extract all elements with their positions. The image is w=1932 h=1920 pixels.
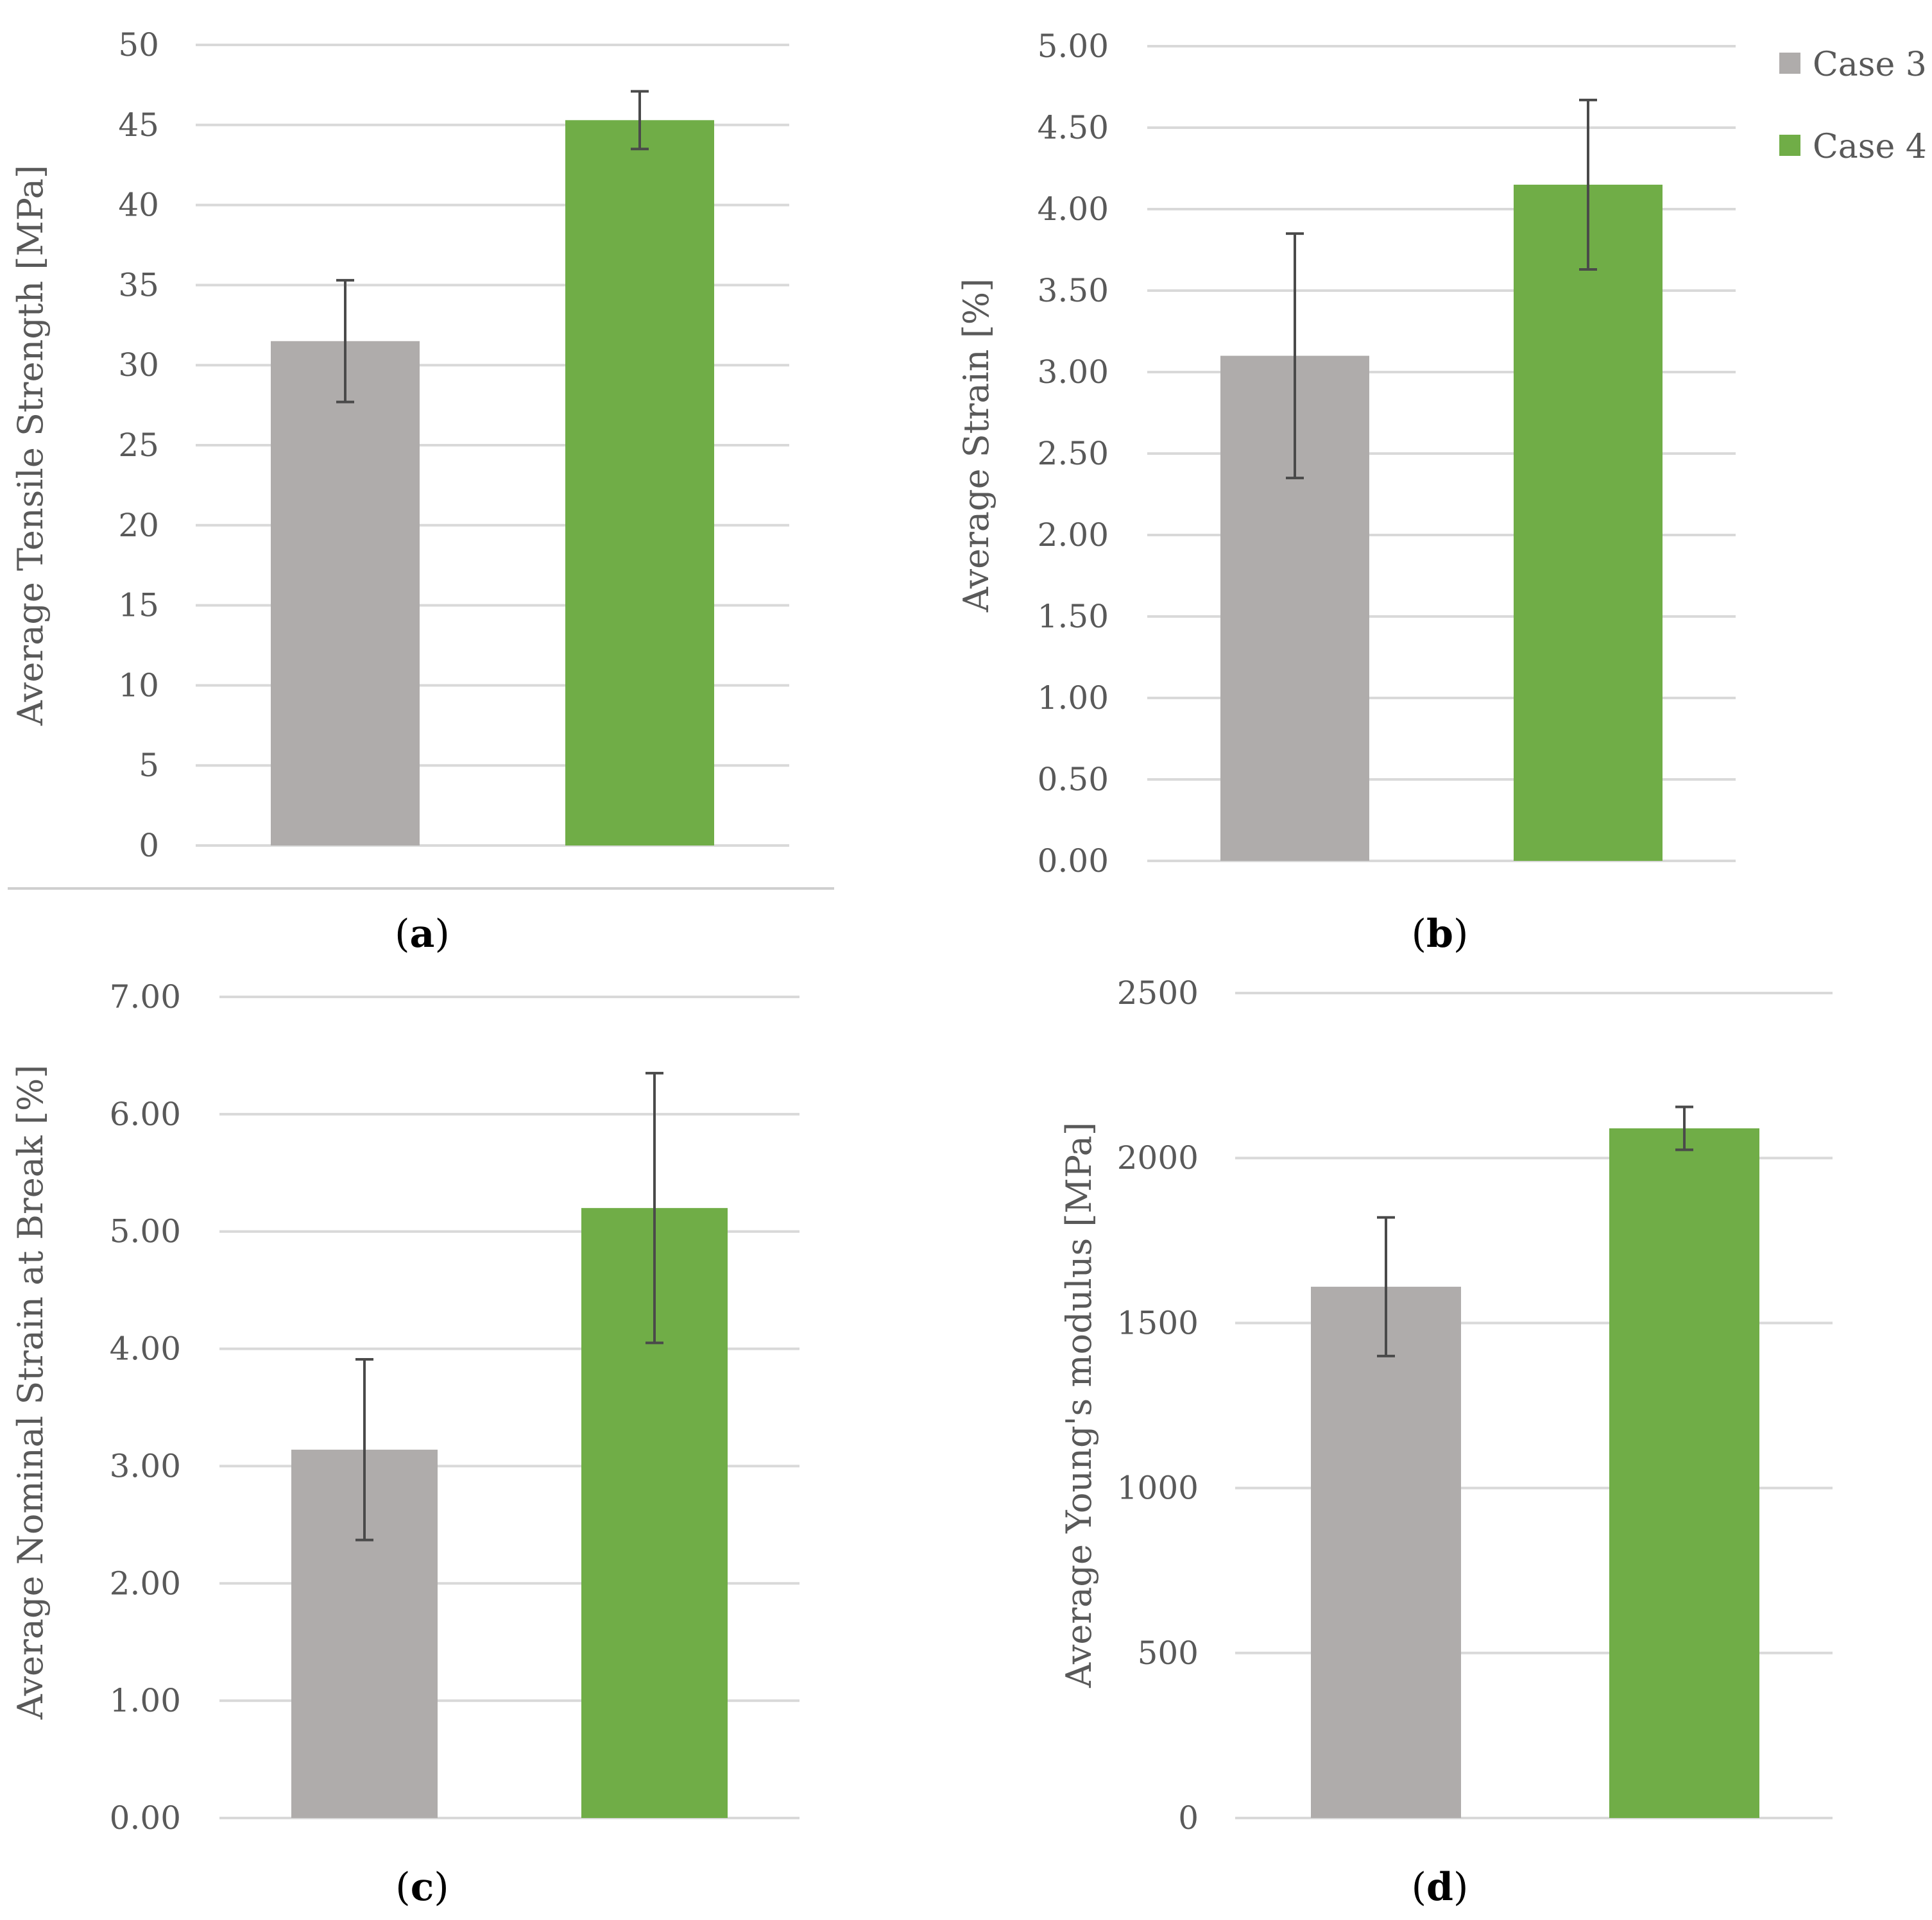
y-tick-label-b: 0.50 <box>1038 761 1109 798</box>
panel-c: 0.00 1.00 2.00 3.00 4.00 5.00 6.00 7.00 Average… <box>10 978 799 1910</box>
y-tick-label-b: 2.50 <box>1038 435 1109 472</box>
error-bar-case-4-d <box>1675 1105 1693 1151</box>
y-tick-label-c: 6.00 <box>110 1096 181 1133</box>
panel-label-a: (a) <box>395 912 450 956</box>
y-axis-label-c: Average Nominal Strain at Break [%] <box>10 1065 51 1720</box>
panel-b: 0.00 0.50 1.00 1.50 2.00 2.50 3.00 3.50 4.00 4.50… <box>956 28 1736 956</box>
panel-label-b: (b) <box>1412 912 1469 956</box>
y-tick-label-d: 1500 <box>1117 1304 1199 1341</box>
y-tick-label-b: 5.00 <box>1038 28 1109 65</box>
error-bar-case-3-a <box>336 278 354 404</box>
y-tick-label-c: 7.00 <box>110 978 181 1015</box>
error-bar-case-3-c <box>355 1358 373 1542</box>
legend-label-case-4: Case 4 <box>1813 128 1927 166</box>
y-tick-label-a: 35 <box>118 266 159 303</box>
y-tick-label-d: 2000 <box>1117 1139 1199 1177</box>
y-tick-label-b: 2.00 <box>1038 516 1109 554</box>
y-tick-label-c: 0.00 <box>110 1799 181 1837</box>
y-tick-label-b: 1.00 <box>1038 679 1109 717</box>
y-tick-label-b: 1.50 <box>1038 598 1109 635</box>
legend-swatch-case-4 <box>1779 135 1800 156</box>
legend: Case 3 Case 4 <box>1779 46 1927 166</box>
y-tick-label-d: 2500 <box>1117 974 1199 1012</box>
y-tick-label-c: 1.00 <box>110 1682 181 1719</box>
y-tick-label-b: 4.00 <box>1038 191 1109 228</box>
y-tick-label-c: 2.00 <box>110 1565 181 1602</box>
y-tick-label-d: 500 <box>1138 1635 1199 1672</box>
y-tick-label-a: 50 <box>118 26 159 64</box>
y-tick-label-d: 0 <box>1178 1799 1199 1837</box>
legend-label-case-3: Case 3 <box>1813 46 1927 84</box>
panel-label-d: (d) <box>1412 1865 1469 1910</box>
y-tick-label-b: 4.50 <box>1038 109 1109 146</box>
panel-a: 0 5 10 15 20 25 30 35 40 45 50 Average Tensile Str… <box>10 26 789 956</box>
bar-case-3-a <box>271 341 420 845</box>
y-tick-label-a: 0 <box>139 827 159 864</box>
y-tick-label-b: 3.50 <box>1038 272 1109 309</box>
y-tick-label-c: 3.00 <box>110 1447 181 1484</box>
y-tick-label-c: 5.00 <box>110 1213 181 1250</box>
y-tick-label-d: 1000 <box>1117 1470 1199 1507</box>
y-tick-label-a: 25 <box>118 427 159 464</box>
y-tick-label-c: 4.00 <box>110 1330 181 1368</box>
y-tick-label-b: 3.00 <box>1038 353 1109 391</box>
error-bar-case-4-a <box>631 90 649 151</box>
y-axis-label-b: Average Strain [%] <box>956 278 996 613</box>
y-tick-label-a: 40 <box>118 187 159 224</box>
y-axis-label-a: Average Tensile Strength [MPa] <box>10 165 51 726</box>
bar-case-4-d <box>1609 1128 1759 1818</box>
y-axis-label-d: Average Young's modulus [MPa] <box>1059 1122 1099 1688</box>
legend-swatch-case-3 <box>1779 53 1800 74</box>
y-tick-label-a: 15 <box>118 587 159 624</box>
bar-case-3-d <box>1311 1286 1461 1818</box>
y-tick-label-a: 30 <box>118 346 159 384</box>
y-tick-label-a: 10 <box>118 667 159 704</box>
error-bar-case-3-b <box>1286 232 1304 480</box>
error-bar-case-3-d <box>1377 1216 1395 1357</box>
bar-case-4-b <box>1514 184 1663 861</box>
y-tick-label-a: 20 <box>118 507 159 544</box>
panel-d: 0 500 1000 1500 2000 2500 Average Young's mod… <box>1059 974 1833 1910</box>
y-tick-label-a: 45 <box>118 106 159 144</box>
bar-case-4-a <box>565 120 714 845</box>
error-bar-case-4-b <box>1579 98 1597 271</box>
y-tick-label-a: 5 <box>139 747 159 784</box>
error-bar-case-4-c <box>645 1071 663 1345</box>
panel-label-c: (c) <box>395 1865 449 1910</box>
y-tick-label-b: 0.00 <box>1038 842 1109 879</box>
